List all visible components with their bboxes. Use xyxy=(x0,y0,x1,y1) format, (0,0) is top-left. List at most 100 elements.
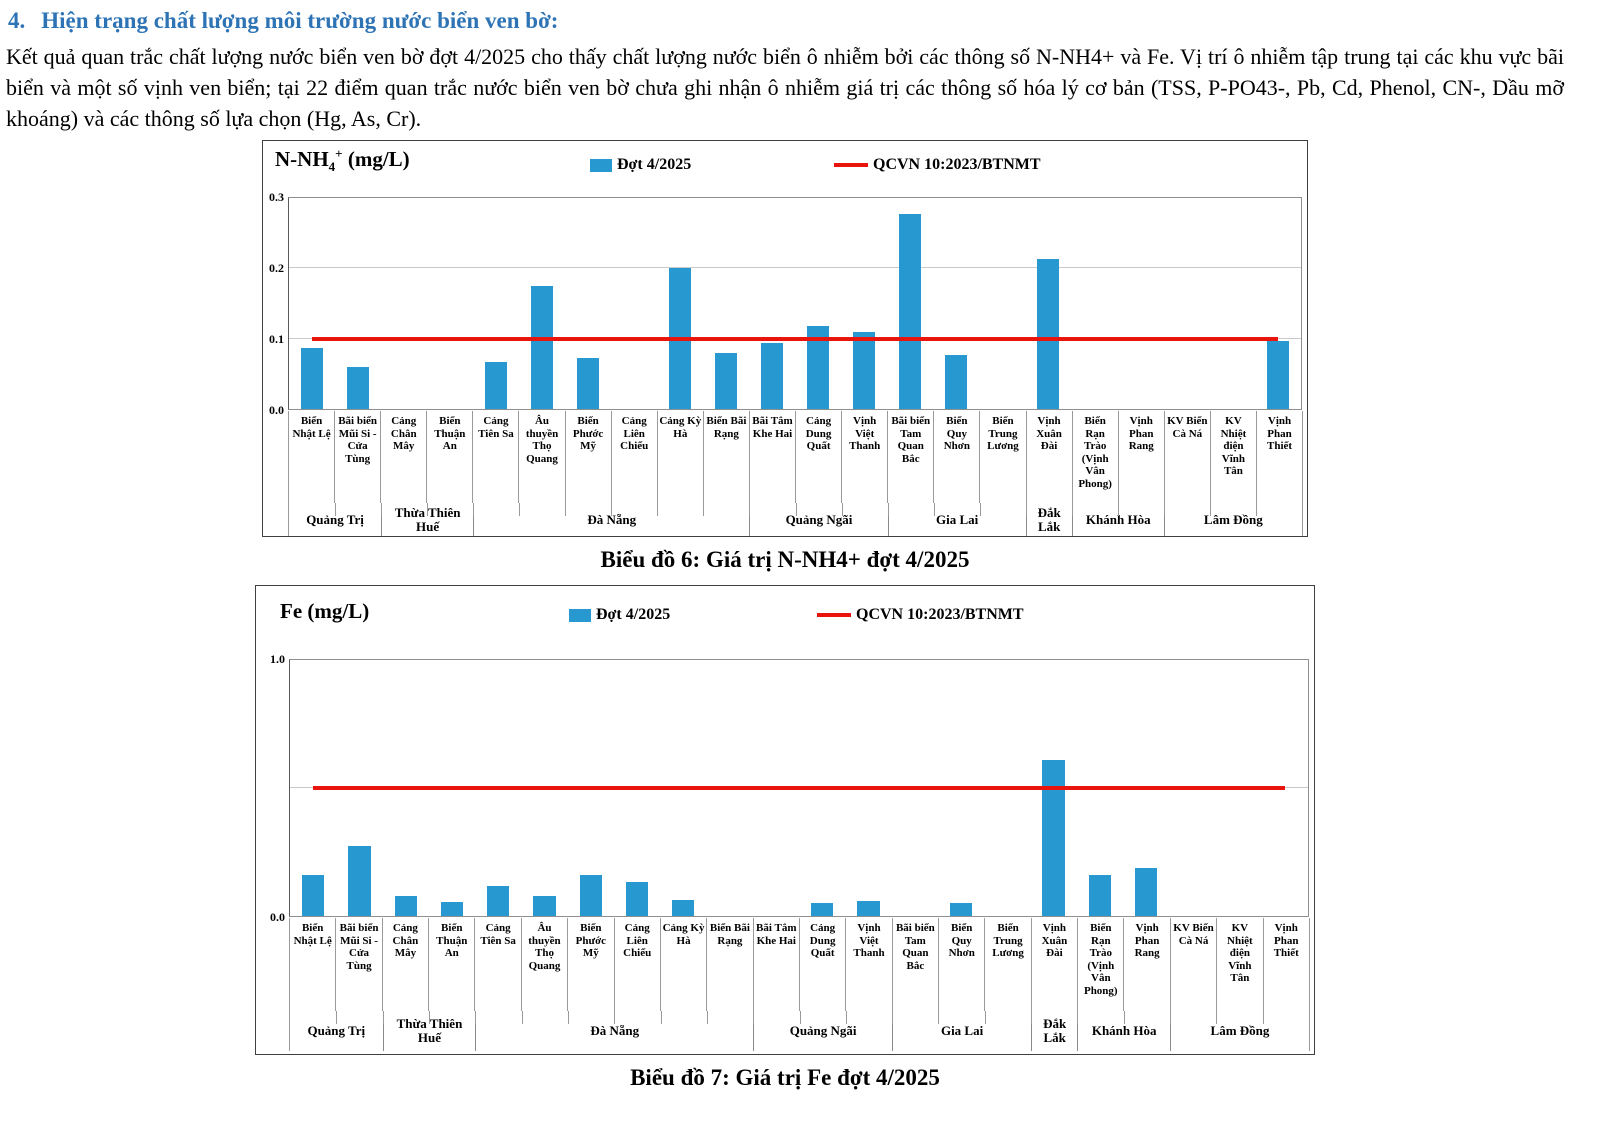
x-category-label: Biển Rạn Trào (Vịnh Vân Phong) xyxy=(1077,918,1123,1011)
column-tick xyxy=(1255,503,1257,516)
x-category-label: Biển Nhật Lệ xyxy=(292,415,331,440)
x-category-label: Biển Quy Nhơn xyxy=(938,918,984,1011)
bar xyxy=(1266,340,1290,409)
plot-area xyxy=(289,659,1309,917)
x-category-label: Biển Thuận An xyxy=(428,918,474,1011)
chart-title: N-NH4+ (mg/L) xyxy=(275,146,410,175)
chart-n-nh4: N-NH4+ (mg/L) Đợt 4/2025 QCVN 10:2023/BT… xyxy=(262,140,1308,537)
column-tick xyxy=(335,503,337,516)
column-tick xyxy=(1170,1011,1172,1024)
x-category-label: Vịnh Phan Thiết xyxy=(1262,918,1309,1011)
x-category-label: Vịnh Phan Rang xyxy=(1117,411,1164,503)
bar xyxy=(944,354,968,409)
x-category-label: Biển Trung Lương xyxy=(979,411,1025,503)
x-category-label: Biển Thuận An xyxy=(426,411,472,503)
bar xyxy=(625,882,649,916)
column-tick xyxy=(1025,503,1027,516)
y-tick-label: 0.1 xyxy=(269,332,284,347)
province-row: Quảng Trị Thừa Thiên Huế Đà Nẵng Quảng Ngãi… xyxy=(289,1011,1310,1051)
column-tick xyxy=(1077,1011,1079,1024)
legend-series: Đợt 4/2025 xyxy=(569,606,670,624)
province-label: Lâm Đồng xyxy=(1163,503,1302,536)
legend-limit: QCVN 10:2023/BTNMT xyxy=(817,606,1024,624)
x-category-label: Bãi biển Mũi Si - Cửa Tùng xyxy=(334,411,380,503)
section-heading: 4. Hiện trạng chất lượng môi trường nước … xyxy=(8,8,558,34)
column-tick xyxy=(749,503,751,516)
column-tick xyxy=(521,1011,523,1024)
bar xyxy=(1088,875,1111,916)
column-tick xyxy=(1031,1011,1033,1024)
province-label: Lâm Đồng xyxy=(1170,1011,1309,1051)
bar xyxy=(852,331,876,409)
x-category-label: Cảng Liên Chiểu xyxy=(613,918,660,1011)
column-tick xyxy=(795,503,797,516)
section-number: 4. xyxy=(8,8,26,33)
column-tick xyxy=(660,1011,662,1024)
column-tick xyxy=(475,1011,477,1024)
column-tick xyxy=(799,1011,801,1024)
bar xyxy=(576,357,600,409)
column-tick xyxy=(892,1011,894,1024)
x-category-label: KV Nhiệt điện Vĩnh Tân xyxy=(1209,411,1256,503)
y-tick-label: 1.0 xyxy=(270,652,285,666)
bar xyxy=(440,902,464,916)
legend-limit: QCVN 10:2023/BTNMT xyxy=(834,156,1041,174)
column-tick xyxy=(657,503,659,516)
x-category-label: Vịnh Việt Thanh xyxy=(845,918,891,1011)
x-category-label: Cảng Kỳ Hà xyxy=(659,918,706,1011)
x-category-label: Âu thuyền Thọ Quang xyxy=(518,411,564,503)
x-category-label: Bãi Tắm Khe Hai xyxy=(748,411,795,503)
x-category-label: Vịnh Xuân Đài xyxy=(1030,918,1077,1011)
province-label: Quảng Ngãi xyxy=(753,1011,892,1051)
bar xyxy=(811,902,834,916)
column-tick xyxy=(1123,1011,1125,1024)
x-category-label: Bãi biển Tam Quan Bắc xyxy=(887,411,933,503)
column-tick xyxy=(979,503,981,516)
column-tick xyxy=(428,1011,430,1024)
x-category-label: Biển Trung Lương xyxy=(984,918,1030,1011)
column-tick xyxy=(938,1011,940,1024)
x-category-label: Vịnh Phan Thiết xyxy=(1255,411,1302,503)
legend-series-label: Đợt 4/2025 xyxy=(617,156,692,173)
column-tick xyxy=(1216,1011,1218,1024)
x-category-label: Bãi Tắm Khe Hai xyxy=(752,918,799,1011)
x-category-label: Âu thuyền Thọ Quang xyxy=(520,918,567,1011)
caption-chart-7: Biểu đồ 7: Giá trị Fe đợt 4/2025 xyxy=(630,1065,940,1090)
column-tick xyxy=(611,503,613,516)
x-category-label: Vịnh Phan Rang xyxy=(1123,918,1169,1011)
x-category-label: Cảng Tiên Sa xyxy=(472,411,518,503)
body-paragraph: Kết quả quan trắc chất lượng nước biển v… xyxy=(6,44,1564,131)
limit-line-swatch-icon xyxy=(817,613,851,617)
province-label: Quảng Trị xyxy=(307,1023,366,1038)
x-category-label: Bãi biển Mũi Si - Cửa Tùng xyxy=(335,918,381,1011)
column-tick xyxy=(845,1011,847,1024)
caption-chart-6: Biểu đồ 6: Giá trị N-NH4+ đợt 4/2025 xyxy=(600,547,970,572)
province-label: Quảng Ngãi xyxy=(749,503,887,536)
province-label: Gia Lai xyxy=(892,1011,1031,1051)
province-label: Đắk Lắk xyxy=(1031,1011,1077,1051)
legend-limit-label: QCVN 10:2023/BTNMT xyxy=(873,156,1041,173)
limit-line-swatch-icon xyxy=(834,163,868,167)
column-tick xyxy=(706,1011,708,1024)
column-tick xyxy=(473,503,475,516)
x-category-label: KV Biển Cà Ná xyxy=(1163,411,1210,503)
column-tick xyxy=(841,503,843,516)
series-swatch-icon xyxy=(569,608,591,622)
chart-title-sup: + xyxy=(335,146,343,161)
x-category-label: KV Biển Cà Ná xyxy=(1169,918,1216,1011)
column-tick xyxy=(567,1011,569,1024)
province-label: Khánh Hòa xyxy=(1071,503,1164,536)
x-axis-labels: Biển Nhật Lệ Bãi biển Mũi Si - Cửa Tùng Cả… xyxy=(289,918,1310,1011)
column-tick xyxy=(753,1011,755,1024)
limit-line xyxy=(313,786,1285,790)
x-category-label: Biển Bãi Rạng xyxy=(702,411,749,503)
y-axis: 0.0 1.0 xyxy=(256,652,287,924)
y-tick-label: 0.2 xyxy=(269,261,284,276)
province-label: Khánh Hòa xyxy=(1077,1011,1170,1051)
plot-area xyxy=(288,197,1302,410)
bar xyxy=(579,874,602,916)
column-tick xyxy=(703,503,705,516)
chart-fe: Fe (mg/L) Đợt 4/2025 QCVN 10:2023/BTNMT … xyxy=(255,585,1315,1055)
section-title: Hiện trạng chất lượng môi trường nước bi… xyxy=(41,8,559,33)
province-label: Đà Nẵng xyxy=(473,503,749,536)
